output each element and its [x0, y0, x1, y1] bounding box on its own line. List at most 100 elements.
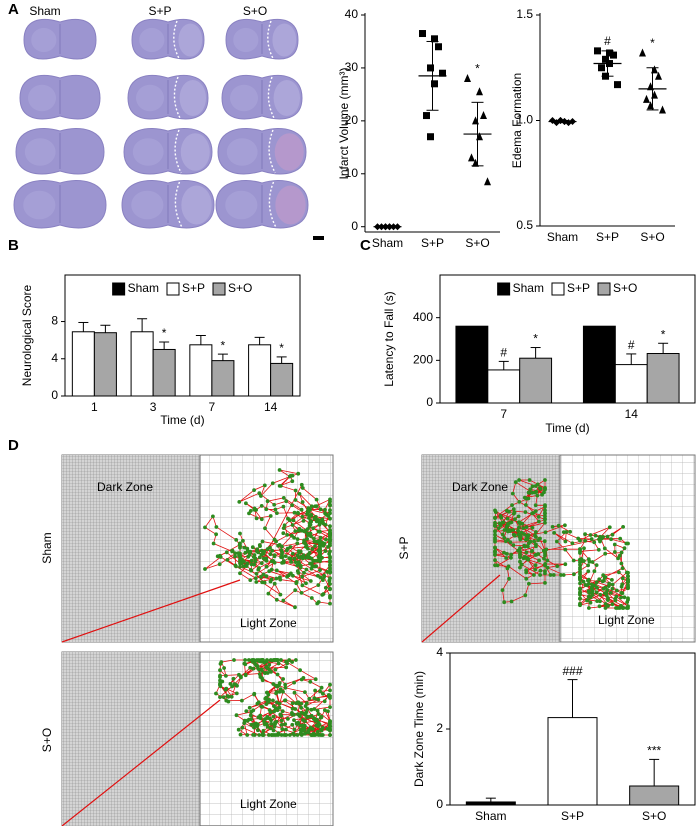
- track-point: [285, 661, 290, 666]
- bar: [130, 331, 154, 397]
- track-point: [262, 483, 267, 488]
- track-point: [292, 727, 297, 732]
- track-point: [255, 547, 260, 552]
- track-point: [586, 563, 590, 568]
- track-point: [610, 532, 615, 537]
- track-point: [301, 676, 306, 680]
- track-point: [518, 565, 522, 570]
- track-point: [307, 521, 312, 526]
- data-point: [598, 64, 605, 72]
- track-point: [251, 555, 256, 559]
- track-point: [252, 506, 257, 511]
- track-point: [220, 679, 225, 684]
- track-point: [323, 549, 328, 553]
- track-point: [277, 690, 282, 694]
- track-point: [250, 545, 255, 550]
- track-point: [613, 598, 618, 603]
- track-point: [286, 717, 290, 721]
- track-point: [620, 606, 625, 610]
- track-point: [322, 575, 326, 579]
- track-point: [319, 727, 323, 732]
- legend-label: S+P: [182, 281, 205, 295]
- track-point: [264, 659, 269, 664]
- track-point: [544, 547, 549, 552]
- track-point: [534, 544, 538, 549]
- track-point: [493, 529, 497, 533]
- column-label: S+O: [243, 4, 267, 18]
- x-tick-label: Sham: [372, 236, 403, 250]
- track-point: [261, 733, 265, 737]
- annotation: *: [661, 327, 666, 341]
- track-point: [289, 560, 293, 564]
- y-axis-label: Neurological Score: [20, 284, 34, 386]
- track-point: [528, 539, 533, 544]
- track-point: [316, 712, 321, 716]
- track-point: [311, 526, 315, 531]
- track-point: [290, 523, 295, 527]
- track-point: [603, 551, 608, 556]
- track-point: [280, 709, 285, 714]
- track-point: [278, 484, 283, 488]
- legend-swatch: [112, 282, 126, 296]
- annotation: *: [650, 36, 655, 50]
- y-axis-label: Infarct Volume (mm³): [337, 67, 351, 179]
- track-point: [512, 511, 516, 516]
- track-point: [543, 514, 547, 519]
- track-point: [626, 578, 630, 583]
- y-axis-label: Dark Zone Time (min): [412, 671, 426, 787]
- track-point: [248, 713, 253, 718]
- track-point: [552, 531, 557, 535]
- track-point: [587, 590, 592, 595]
- track-point: [309, 596, 314, 600]
- track-point: [328, 556, 332, 560]
- track-point: [318, 575, 323, 580]
- track-point: [268, 710, 273, 715]
- track-point: [328, 696, 332, 700]
- track-point: [305, 537, 309, 541]
- track-point: [592, 569, 597, 574]
- track-point: [513, 517, 517, 522]
- track-point: [315, 708, 320, 713]
- track-point: [621, 525, 625, 529]
- track-point: [274, 568, 279, 573]
- track-point: [301, 718, 305, 722]
- zone-label: Light Zone: [240, 797, 297, 811]
- track-point: [293, 560, 298, 564]
- track-point: [244, 501, 248, 506]
- track-point: [298, 723, 303, 728]
- track-point: [281, 531, 286, 536]
- track-point: [325, 570, 329, 574]
- track-point: [312, 707, 317, 711]
- track-point: [502, 528, 507, 532]
- track-point: [524, 503, 528, 507]
- track-point: [265, 499, 270, 504]
- x-tick-label: Sham: [547, 230, 578, 244]
- brain-shade: [233, 27, 259, 53]
- track-point: [542, 539, 547, 544]
- lesion-area: [272, 23, 297, 57]
- bar: [93, 332, 117, 397]
- bar: [152, 348, 176, 397]
- legend-label: Sham: [513, 281, 544, 295]
- track-point: [328, 705, 332, 709]
- track-point: [259, 704, 264, 709]
- track-point: [326, 693, 331, 697]
- track-point: [328, 563, 332, 568]
- track-point: [559, 573, 563, 577]
- track-point: [253, 662, 258, 666]
- y-tick-label: 8: [51, 314, 58, 328]
- track-point: [530, 525, 535, 530]
- track-point: [271, 698, 275, 703]
- track-point: [312, 696, 317, 701]
- y-tick-label: 0.5: [516, 218, 533, 232]
- bar: [646, 353, 680, 404]
- track-point: [601, 587, 606, 591]
- track-point: [283, 682, 288, 687]
- bar: [270, 362, 294, 397]
- track-point: [318, 535, 323, 540]
- track-point: [273, 720, 277, 725]
- track-point: [260, 580, 264, 585]
- track-point: [290, 701, 295, 706]
- track-point: [522, 543, 527, 548]
- bar: [248, 344, 272, 397]
